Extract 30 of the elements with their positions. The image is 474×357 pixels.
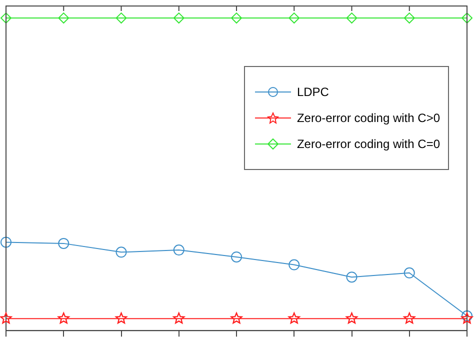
- point: [115, 312, 128, 324]
- point: [0, 312, 12, 324]
- legend-label: Zero-error coding with C>0: [296, 111, 440, 125]
- point: [58, 12, 70, 24]
- point: [0, 12, 12, 24]
- point: [346, 312, 358, 324]
- point: [461, 312, 473, 324]
- point: [231, 12, 242, 24]
- point: [0, 236, 12, 248]
- point: [404, 12, 415, 24]
- legend-label: Zero-error coding with C=0: [296, 137, 440, 151]
- point: [231, 251, 242, 262]
- point: [173, 244, 184, 256]
- point: [173, 12, 184, 24]
- point: [404, 312, 416, 324]
- point: [116, 246, 127, 258]
- point: [116, 12, 127, 24]
- point: [288, 12, 300, 24]
- point: [404, 267, 415, 278]
- point: [462, 310, 472, 322]
- point: [288, 312, 300, 324]
- legend-label: LDPC: [296, 85, 329, 99]
- point: [58, 312, 70, 324]
- point: [346, 272, 358, 283]
- point: [230, 312, 242, 324]
- point: [173, 312, 185, 324]
- point: [462, 12, 472, 24]
- point: [346, 12, 358, 24]
- point: [288, 259, 300, 270]
- point: [58, 238, 70, 249]
